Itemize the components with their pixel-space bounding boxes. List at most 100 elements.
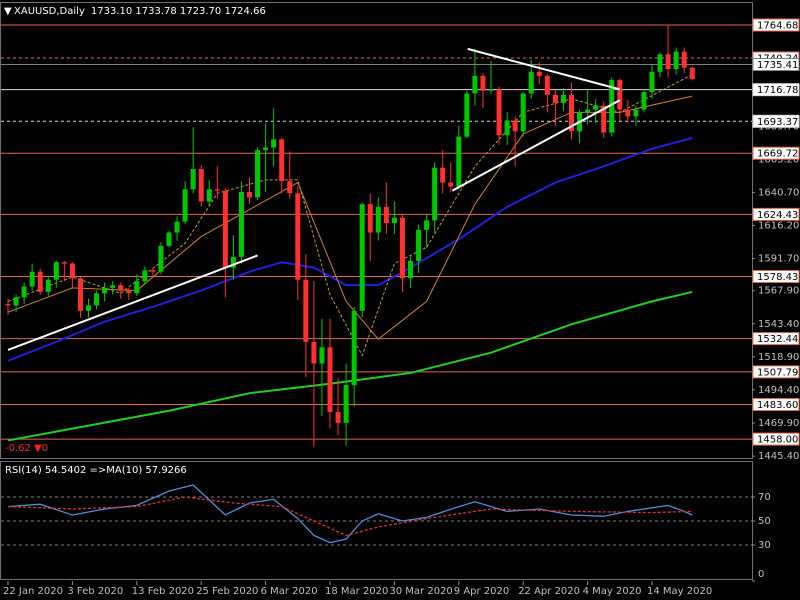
candle-body <box>37 271 43 292</box>
candle-body <box>601 105 607 133</box>
y-tick-label: 1567.90 <box>758 286 799 297</box>
x-tick-label: 14 May 2020 <box>647 586 712 597</box>
candle-body <box>134 281 140 294</box>
candle-body <box>295 193 301 280</box>
candle-body <box>69 263 75 279</box>
indicator-line <box>7 496 693 537</box>
candle-body <box>102 287 108 294</box>
candle-body <box>544 75 550 95</box>
candle-body <box>528 71 534 94</box>
x-tick-label: 25 Feb 2020 <box>196 586 258 597</box>
candle-body <box>303 279 309 342</box>
candle-body <box>552 94 558 103</box>
candle-body <box>351 310 357 386</box>
candle-body <box>53 262 59 280</box>
trendline <box>7 254 258 351</box>
candle-body <box>126 290 132 294</box>
price-panel-border <box>0 2 753 459</box>
x-tick-label: 6 Mar 2020 <box>261 586 318 597</box>
candle-body <box>649 71 655 93</box>
candle-body <box>416 229 422 261</box>
candle-body <box>585 109 591 113</box>
candle-body <box>560 94 566 103</box>
plot-layer: 1445.40 1469.90 1494.40 1518.90 1543.40 1567.… <box>1 18 800 597</box>
y-tick-label: 1640.70 <box>758 187 799 198</box>
candle-body <box>440 167 446 183</box>
candle-body <box>657 54 663 72</box>
candle-body <box>263 147 269 151</box>
candle-body <box>198 169 204 202</box>
candle-body <box>367 204 373 233</box>
level-box <box>752 398 800 412</box>
candle-body <box>45 279 51 292</box>
indicator-line <box>7 484 693 544</box>
candle-body <box>214 189 220 191</box>
level-label: 1532.44 <box>757 334 798 345</box>
candle-body <box>182 189 188 222</box>
candle-body <box>391 217 397 224</box>
candle-body <box>327 347 333 413</box>
candle-body <box>472 75 478 94</box>
candle-body <box>5 304 11 306</box>
x-tick-label: 30 Mar 2020 <box>389 586 452 597</box>
y-tick-label: 50 <box>758 516 771 527</box>
y-tick-label: 1591.70 <box>758 254 799 265</box>
y-tick-label: 1543.40 <box>758 319 799 330</box>
candle-body <box>343 385 349 423</box>
candle-body <box>641 92 647 110</box>
level-label: 1669.72 <box>757 149 798 160</box>
level-label: 1716.78 <box>757 85 798 96</box>
candle-body <box>238 192 244 257</box>
x-tick-label: 18 Mar 2020 <box>325 586 388 597</box>
candle-body <box>488 89 494 91</box>
candle-body <box>77 278 83 311</box>
candle-body <box>464 93 470 137</box>
y-tick-label: 30 <box>758 540 771 551</box>
candle-body <box>633 109 639 117</box>
y-tick-label: 1518.90 <box>758 352 799 363</box>
candle-body <box>681 51 687 68</box>
level-box <box>752 114 800 128</box>
y-tick-label: 1494.40 <box>758 385 799 396</box>
level-box <box>752 207 800 221</box>
level-label: 1578.43 <box>757 272 798 283</box>
trendline <box>451 99 621 192</box>
x-tick-label: 4 May 2020 <box>583 586 642 597</box>
rsi-title: RSI(14) 54.5402 =>MA(10) 57.9266 <box>5 465 187 476</box>
candle-body <box>271 139 277 148</box>
level-label: 1507.79 <box>757 367 798 378</box>
candle-body <box>142 270 148 282</box>
candle-body <box>480 75 486 91</box>
candle-body <box>448 182 454 187</box>
candle-body <box>520 93 526 132</box>
level-label: 1624.43 <box>757 210 798 221</box>
candle-body <box>255 150 261 198</box>
chart-subtitle: 1733.10 1733.78 1723.70 1724.66 <box>91 6 266 17</box>
level-label: 1483.60 <box>757 400 798 411</box>
moving-average <box>7 290 693 442</box>
candle-body <box>150 270 156 272</box>
level-box <box>752 18 800 32</box>
candle-body <box>311 341 317 364</box>
candle-body <box>496 89 502 136</box>
level-label: 1458.00 <box>757 435 798 446</box>
candle-body <box>375 206 381 233</box>
candle-body <box>94 293 100 306</box>
candle-body <box>118 285 124 291</box>
candle-body <box>512 120 518 132</box>
level-box <box>752 365 800 379</box>
candle-body <box>569 94 574 132</box>
candle-body <box>319 347 325 364</box>
level-box <box>752 83 800 97</box>
candle-body <box>665 54 671 70</box>
candle-body <box>174 221 180 233</box>
candle-body <box>287 181 293 194</box>
moving-average <box>7 137 693 362</box>
candle-body <box>21 286 27 298</box>
candle-body <box>247 192 252 198</box>
candle-body <box>110 285 116 288</box>
candle-body <box>158 246 164 272</box>
candle-body <box>593 105 599 110</box>
level-box <box>752 269 800 283</box>
